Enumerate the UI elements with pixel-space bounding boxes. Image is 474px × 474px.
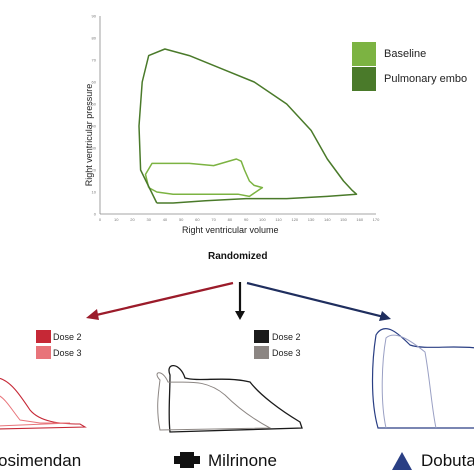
x-tick-label: 10 [114,217,119,222]
milrinone-dose3-swatch [254,346,269,359]
series-line-baseline [144,158,264,198]
arrow-to-dobutamine [246,281,385,319]
y-tick-label: 50 [92,102,97,107]
milrinone-dose2-swatch [254,330,269,343]
x-tick-label: 150 [340,217,347,222]
x-tick-label: 130 [308,217,315,222]
y-tick-label: 30 [92,146,97,151]
legend-label-pulmonary-embolism: Pulmonary embo [384,73,468,85]
x-axis-title: Right ventricular volume [182,225,279,235]
x-tick-label: 120 [291,217,298,222]
dobutamine-loops [371,328,474,429]
levosimendan-dose2-loop [0,378,87,430]
legend-swatch-baseline [352,42,376,66]
x-tick-labels: 0 10 20 30 40 50 60 70 80 90 100 110 120 130 140 150 160… [99,217,380,222]
x-tick-label: 140 [324,217,331,222]
x-tick-label: 40 [163,217,168,222]
y-tick-label: 80 [92,36,97,41]
milrinone-dose2-loop [168,364,303,433]
levosimendan-dose3-label: Dose 3 [53,348,82,358]
dobutamine-dose3-loop [381,334,437,429]
levosimendan-label: osimendan [0,451,82,470]
arrow-to-levosimendan [91,281,234,318]
series-line-pulmonary-embo [138,48,358,204]
x-tick-label: 170 [373,217,380,222]
y-tick-label: 70 [92,58,97,63]
levosimendan-dose2-swatch [36,330,51,343]
levosimendan-loops [0,378,87,430]
x-tick-label: 50 [179,217,184,222]
y-tick-label: 40 [92,124,97,129]
y-tick-label: 10 [92,190,97,195]
x-tick-label: 110 [275,217,282,222]
dobutamine-dose2-loop [371,328,474,429]
levosimendan-dose3-swatch [36,346,51,359]
x-tick-label: 70 [211,217,216,222]
milrinone-label: Milrinone [208,451,277,470]
arrow-head-milrinone [235,311,245,320]
x-tick-label: 100 [259,217,266,222]
y-tick-label: 90 [92,14,97,19]
y-axis-title: Right ventricular pressure [84,83,94,187]
x-tick-label: 20 [130,217,135,222]
milrinone-dose3-label: Dose 3 [272,348,301,358]
dobutamine-label: Dobuta [421,451,474,470]
y-tick-label: 20 [92,168,97,173]
legend-swatch-pulmonary-embolism [352,67,376,91]
dobutamine-triangle-icon [392,452,412,470]
x-tick-label: 80 [228,217,233,222]
y-tick-label: 60 [92,80,97,85]
x-tick-label: 160 [356,217,363,222]
y-tick-label: 0 [94,212,97,217]
x-tick-label: 90 [244,217,249,222]
arrow-head-dobutamine [379,311,391,321]
milrinone-dose2-label: Dose 2 [272,332,301,342]
milrinone-square-icon [174,452,200,468]
milrinone-loops [156,364,303,433]
pv-loop-series [138,48,358,204]
y-tick-labels: 0 10 20 30 40 50 60 70 80 90 [92,14,97,217]
randomized-label: Randomized [208,251,268,262]
x-tick-label: 60 [195,217,200,222]
levosimendan-dose3-loop [0,395,71,427]
milrinone-dose3-loop [156,372,272,431]
arrow-head-levosimendan [86,309,99,320]
x-tick-label: 0 [99,217,102,222]
legend-label-baseline: Baseline [384,48,427,60]
levosimendan-dose2-label: Dose 2 [53,332,82,342]
x-tick-label: 30 [146,217,151,222]
